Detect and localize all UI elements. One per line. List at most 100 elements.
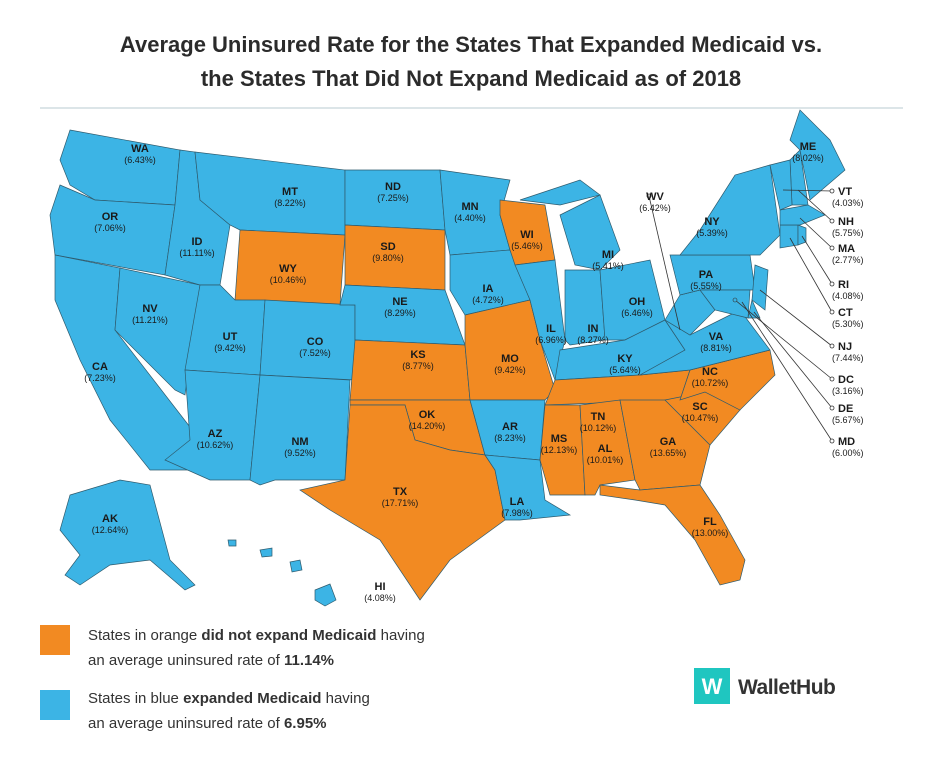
state-rate: (11.21%) <box>132 315 168 325</box>
state-abbr: FL <box>703 516 717 528</box>
state-abbr: MS <box>551 433 568 445</box>
legend-text: having <box>376 627 424 644</box>
state-shape <box>249 374 351 486</box>
state-dot <box>732 297 738 303</box>
callout-line <box>759 289 833 347</box>
state-abbr: MT <box>282 186 298 198</box>
state-abbr: ME <box>800 141 817 153</box>
state-labels: WA(6.43%)OR(7.06%)CA(7.23%)NV(11.21%)ID(… <box>84 141 863 603</box>
state-rate: (7.52%) <box>299 348 331 358</box>
state-rate: (11.11%) <box>179 248 214 258</box>
state-rate: (7.98%) <box>501 508 533 518</box>
state-abbr: NY <box>704 216 720 228</box>
logo-mark: W <box>702 674 723 699</box>
state-rate: (10.62%) <box>197 440 234 450</box>
state-shape <box>789 109 846 201</box>
state-rate: (7.44%) <box>832 353 864 363</box>
state-rate: (5.64%) <box>609 365 641 375</box>
state-shape <box>259 547 273 558</box>
state-abbr: MO <box>501 353 519 365</box>
state-abbr: CO <box>307 336 324 348</box>
state-rate: (8.29%) <box>384 308 416 318</box>
state-rate: (6.00%) <box>832 448 864 458</box>
logo-mark-bg <box>694 668 730 704</box>
legend-text: an average uninsured rate of <box>88 652 284 669</box>
state-rate: (5.75%) <box>832 228 864 238</box>
state-abbr: HI <box>375 581 386 593</box>
callout-dot <box>829 188 835 194</box>
state-abbr: MA <box>838 243 855 255</box>
callout-line <box>734 299 833 380</box>
state-rate: (10.01%) <box>587 455 624 465</box>
state-rate: (4.40%) <box>454 213 486 223</box>
legend-text: States in blue <box>88 690 183 707</box>
state-shape <box>699 289 751 319</box>
state-rate: (5.41%) <box>592 261 624 271</box>
state-rate: (14.20%) <box>409 421 446 431</box>
state-rate: (6.96%) <box>535 335 567 345</box>
state-rate: (12.13%) <box>541 445 578 455</box>
state-abbr: OK <box>419 409 436 421</box>
state-abbr: RI <box>838 279 849 291</box>
state-abbr: MI <box>602 249 614 261</box>
state-rate: (10.47%) <box>682 413 719 423</box>
state-rate: (2.77%) <box>832 255 864 265</box>
callout-dot <box>829 343 835 349</box>
state-shape <box>519 179 601 206</box>
state-abbr: KY <box>617 353 633 365</box>
legend-text: having <box>321 690 369 707</box>
state-rate: (7.25%) <box>377 193 409 203</box>
state-abbr: NH <box>838 216 854 228</box>
state-rate: (5.46%) <box>511 241 543 251</box>
state-abbr: AL <box>598 443 613 455</box>
callout-dot <box>829 281 835 287</box>
legend-text: States in blue expanded Medicaid having <box>88 690 370 707</box>
legend-value: 6.95% <box>284 715 327 732</box>
state-rate: (8.02%) <box>792 153 824 163</box>
state-abbr: MD <box>838 436 855 448</box>
state-rate: (5.39%) <box>696 228 728 238</box>
legend-text: expanded Medicaid <box>183 690 321 707</box>
state-rate: (10.72%) <box>692 378 729 388</box>
state-shape <box>314 583 337 607</box>
callout-dot <box>829 438 835 444</box>
state-rate: (9.80%) <box>372 253 404 263</box>
state-rate: (6.43%) <box>124 155 156 165</box>
state-shape <box>599 484 746 586</box>
state-shape <box>564 269 606 346</box>
state-abbr: WI <box>520 229 533 241</box>
state-abbr: NV <box>142 303 158 315</box>
state-rate: (8.27%) <box>577 335 609 345</box>
state-abbr: AK <box>102 513 118 525</box>
state-abbr: IA <box>483 283 494 295</box>
callout-dot <box>829 245 835 251</box>
state-shape <box>639 309 771 376</box>
state-abbr: VT <box>838 186 852 198</box>
state-shape <box>114 267 201 396</box>
state-abbr: NC <box>702 366 718 378</box>
state-abbr: ND <box>385 181 401 193</box>
state-abbr: SC <box>692 401 707 413</box>
state-abbr: LA <box>510 496 525 508</box>
state-abbr: OR <box>102 211 119 223</box>
state-shape <box>769 159 793 211</box>
legend-text: States in orange did not expand Medicaid… <box>88 627 425 644</box>
state-shape <box>751 264 769 311</box>
state-abbr: OH <box>629 296 646 308</box>
state-abbr: CT <box>838 307 853 319</box>
state-abbr: NE <box>392 296 407 308</box>
callout-dot <box>646 193 652 199</box>
state-rate: (5.30%) <box>832 319 864 329</box>
state-shape <box>299 404 506 601</box>
state-shape <box>797 224 807 246</box>
state-shape <box>779 204 826 226</box>
legend-text: did not expand Medicaid <box>201 627 376 644</box>
state-rate: (4.08%) <box>364 593 396 603</box>
state-shape <box>539 404 586 496</box>
callout-dot <box>829 218 835 224</box>
legend-swatch <box>40 690 70 720</box>
state-rate: (6.42%) <box>639 203 671 213</box>
state-rate: (9.52%) <box>284 448 316 458</box>
legend: States in orange did not expand Medicaid… <box>40 625 425 732</box>
